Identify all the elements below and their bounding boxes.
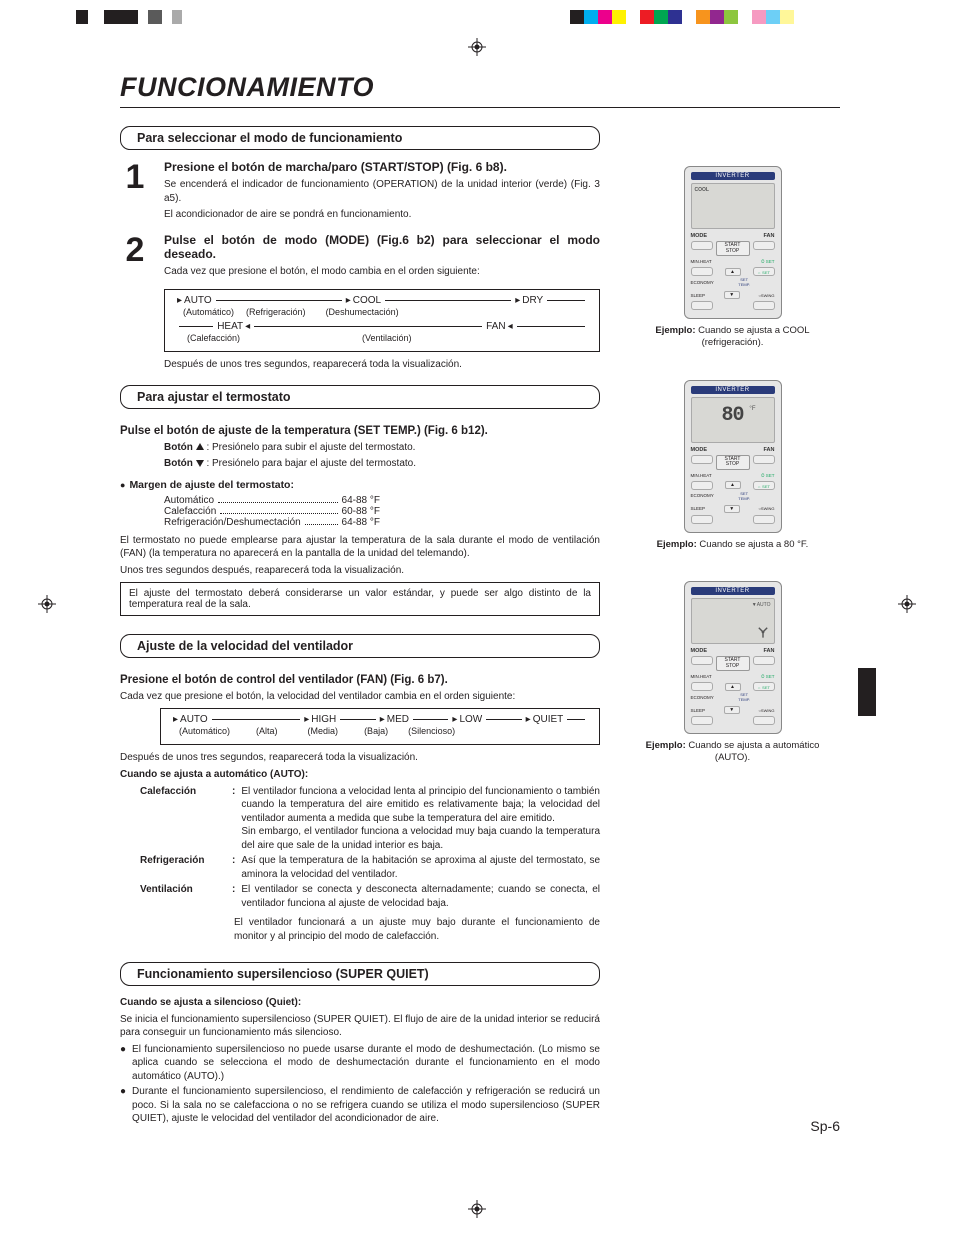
color-registration-bar	[0, 10, 954, 24]
step1-heading: Presione el botón de marcha/paro (START/…	[164, 160, 600, 174]
remote-illustration: INVERTER COOL MODEFAN STARTSTOP MIN.HEAT…	[684, 166, 782, 319]
fan-cycle-diagram: ▸AUTO ▸HIGH ▸MED ▸LOW ▸QUIET (Automático…	[160, 708, 600, 745]
right-column: INVERTER COOL MODEFAN STARTSTOP MIN.HEAT…	[630, 126, 835, 1128]
section-thermostat: Para ajustar el termostato	[120, 385, 600, 409]
definition-row: Calefacción:El ventilador funciona a vel…	[140, 785, 600, 853]
button-down-row: Botón : Presiónelo para bajar el ajuste …	[164, 457, 600, 471]
sec3-after: Después de unos tres segundos, reaparece…	[120, 751, 600, 765]
caption-3: Ejemplo: Cuando se ajusta a automático (…	[630, 740, 835, 765]
step2-after: Después de unos tres segundos, reaparece…	[164, 358, 600, 372]
sec3-tail: El ventilador funcionará a un ajuste muy…	[234, 916, 600, 943]
sec3-heading: Presione el botón de control del ventila…	[120, 674, 600, 686]
section-mode-select: Para seleccionar el modo de funcionamien…	[120, 126, 600, 150]
page-number: Sp-6	[810, 1118, 840, 1134]
definition-row: Refrigeración:Así que la temperatura de …	[140, 854, 600, 881]
registration-mark-right	[898, 595, 916, 613]
registration-mark-top	[468, 38, 486, 56]
step-number-1: 1	[120, 160, 150, 225]
range-row: Refrigeración/Deshumectación64-88 °F	[164, 517, 380, 528]
triangle-up-icon	[196, 443, 204, 450]
step1-body2: El acondicionador de aire se pondrá en f…	[164, 208, 600, 222]
step-number-2: 2	[120, 233, 150, 282]
sec4-p1: Se inicia el funcionamiento supersilenci…	[120, 1013, 600, 1040]
page-title: FUNCIONAMIENTO	[120, 72, 840, 108]
step1-body1: Se encenderá el indicador de funcionamie…	[164, 178, 600, 205]
registration-mark-left	[38, 595, 56, 613]
section-super-quiet: Funcionamiento supersilencioso (SUPER QU…	[120, 962, 600, 986]
button-up-row: Botón : Presiónelo para subir el ajuste …	[164, 441, 600, 455]
definition-row: Ventilación:El ventilador se conecta y d…	[140, 883, 600, 910]
section-fan-speed: Ajuste de la velocidad del ventilador	[120, 634, 600, 658]
sec4-heading: Cuando se ajusta a silencioso (Quiet):	[120, 996, 600, 1010]
remote-illustration: INVERTER 80°F MODEFAN STARTSTOP MIN.HEAT…	[684, 380, 782, 533]
remote-illustration: INVERTER ▼AUTO MODEFAN STARTSTOP MIN.HEA…	[684, 581, 782, 734]
caption-1: Ejemplo: Cuando se ajusta a COOL (refrig…	[630, 325, 835, 350]
page-content: FUNCIONAMIENTO Para seleccionar el modo …	[120, 72, 840, 1128]
mode-cycle-diagram: ▸AUTO ▸COOL ▸DRY (Automático) (Refrigera…	[164, 289, 600, 352]
range-row: Automático64-88 °F	[164, 495, 380, 506]
side-marker	[858, 668, 876, 716]
triangle-down-icon	[196, 460, 204, 467]
sec3-body1: Cada vez que presione el botón, la veloc…	[120, 690, 600, 704]
step2-heading: Pulse el botón de modo (MODE) (Fig.6 b2)…	[164, 233, 600, 261]
sec2-heading: Pulse el botón de ajuste de la temperatu…	[120, 425, 600, 437]
sec2-p2: Unos tres segundos después, reaparecerá …	[120, 564, 600, 578]
range-row: Calefacción60-88 °F	[164, 506, 380, 517]
caption-2: Ejemplo: Cuando se ajusta a 80 °F.	[630, 539, 835, 551]
sec4-bullet2: ●Durante el funcionamiento supersilencio…	[120, 1085, 600, 1126]
sec2-note: El ajuste del termostato deberá consider…	[120, 582, 600, 616]
sec2-p1: El termostato no puede emplearse para aj…	[120, 534, 600, 561]
registration-mark-bottom	[468, 1200, 486, 1218]
sec3-autohead: Cuando se ajusta a automático (AUTO):	[120, 768, 600, 782]
left-column: Para seleccionar el modo de funcionamien…	[120, 126, 600, 1128]
sec4-bullet1: ●El funcionamiento supersilencioso no pu…	[120, 1043, 600, 1084]
step2-body1: Cada vez que presione el botón, el modo …	[164, 265, 600, 279]
range-heading: Margen de ajuste del termostato:	[120, 479, 600, 491]
